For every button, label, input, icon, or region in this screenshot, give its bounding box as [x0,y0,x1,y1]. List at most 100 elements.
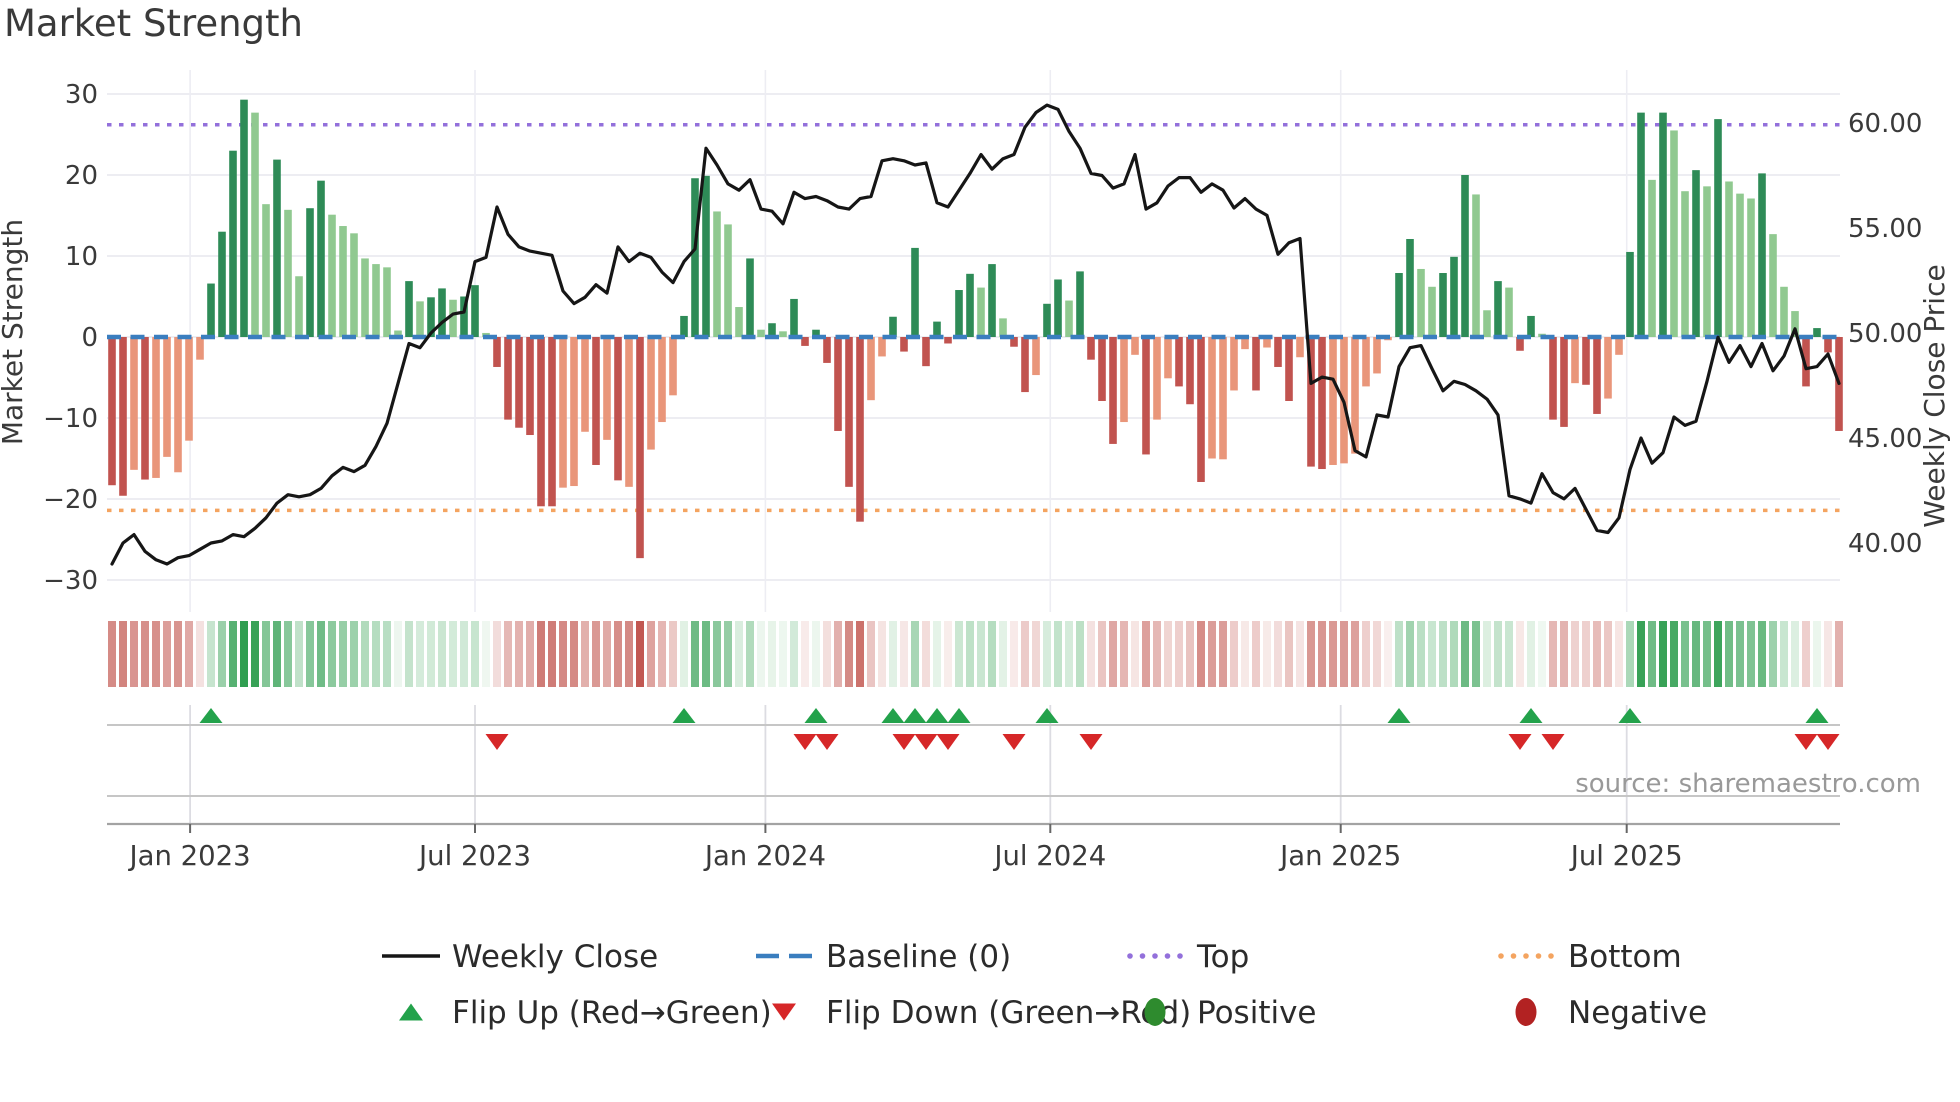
heatmap-cell [1285,621,1293,687]
strength-bar [1604,337,1612,399]
strength-bar [1219,337,1227,460]
strength-bar [1648,179,1656,337]
heatmap-cell [1472,621,1480,687]
strength-bar [1769,234,1777,337]
strength-bar [1428,286,1436,337]
flip-up-marker [947,708,971,723]
heatmap-cell [1615,621,1623,687]
heatmap-cell [482,621,490,687]
flip-down-marker [1002,734,1026,750]
heatmap-cell [1428,621,1436,687]
heatmap-cell [691,621,699,687]
main-gridlines [107,70,1840,612]
heatmap-cell [1274,621,1282,687]
heatmap-cell [163,621,171,687]
strength-bar [867,337,875,401]
strength-bar [1747,198,1755,337]
strength-bar [1120,337,1128,423]
strength-bar [1296,337,1304,358]
legend-label: Negative [1568,995,1707,1031]
strength-bar [999,318,1007,337]
heatmap-cell [1593,621,1601,687]
legend-triangle-up [399,1003,423,1021]
strength-bar [240,99,248,337]
heatmap-cell [977,621,985,687]
heatmap-cell [592,621,600,687]
strength-bar [636,337,644,559]
x-axis-tick-label: Jul 2025 [1569,840,1683,872]
heatmap-cell [1263,621,1271,687]
heatmap-cell [878,621,886,687]
strength-bar [680,315,688,337]
flip-up-marker [925,708,949,723]
heatmap-cell [1714,621,1722,687]
strength-bar [977,287,985,337]
flip-up-marker [881,708,905,723]
strength-bar [1197,337,1205,482]
left-axis-tick: −20 [43,485,98,515]
strength-bar [757,329,765,337]
heatmap-cell [625,621,633,687]
strength-bar [1252,337,1260,391]
right-axis-tick: 50.00 [1848,319,1922,349]
strength-bar [746,258,754,337]
axis-tick-labels: 30 20 10 0 −10 −20 −30 60.00 55.00 50.00 45.00 40.0… [43,80,1922,596]
heatmap-cell [1164,621,1172,687]
strength-bar [339,226,347,337]
heatmap-cell [1219,621,1227,687]
strength-bar [1714,119,1722,337]
legend-item-negative: Negative [1515,995,1707,1031]
flip-up-marker [1805,708,1829,723]
heatmap-cell [1252,621,1260,687]
legend-label: Bottom [1568,939,1682,975]
strength-bar [1450,256,1458,337]
heatmap-cell [185,621,193,687]
strength-bar [1505,287,1513,337]
x-axis-tick-label: Jan 2023 [128,840,251,872]
strength-bar [130,337,138,470]
heatmap-cell [1736,621,1744,687]
legend-label: Positive [1197,995,1317,1031]
strength-bar [196,337,204,360]
strength-bar [163,337,171,457]
heatmap-cell [790,621,798,687]
heatmap-cell [350,621,358,687]
heatmap-cell [416,621,424,687]
strength-bar [1164,337,1172,379]
strength-bar [1626,251,1634,337]
heatmap-cell [174,621,182,687]
strength-bar [108,337,116,486]
heatmap-cell [339,621,347,687]
heatmap-cell [559,621,567,687]
flip-up-marker [1035,708,1059,723]
strength-bar [911,247,919,337]
right-axis-tick: 60.00 [1848,109,1922,139]
heatmap-cell [1439,621,1447,687]
heatmap-cell [834,621,842,687]
flip-down-marker [815,734,839,750]
strength-bar [889,316,897,337]
strength-bar [1065,300,1073,337]
strength-bar [1692,170,1700,337]
strength-bar [812,329,820,337]
strength-bar [1329,337,1337,465]
strength-bar [922,337,930,367]
legend-dot-sample [1127,953,1133,959]
legend-positive-dot [1144,998,1166,1026]
weekly-close-line [110,103,1841,566]
heatmap-cell [1813,621,1821,687]
heatmap-cell [548,621,556,687]
heatmap-cell [1560,621,1568,687]
heatmap-cell [1010,621,1018,687]
heatmap-cell [1395,621,1403,687]
heatmap-cell [1494,621,1502,687]
heatmap-cell [295,621,303,687]
flip-down-marker [793,734,817,750]
strength-bar [1098,337,1106,401]
heatmap-cell [845,621,853,687]
strength-bar [427,297,435,337]
strength-bar [273,159,281,337]
strength-bar [944,337,952,344]
right-axis-tick: 45.00 [1848,424,1922,454]
strength-bar [383,267,391,337]
